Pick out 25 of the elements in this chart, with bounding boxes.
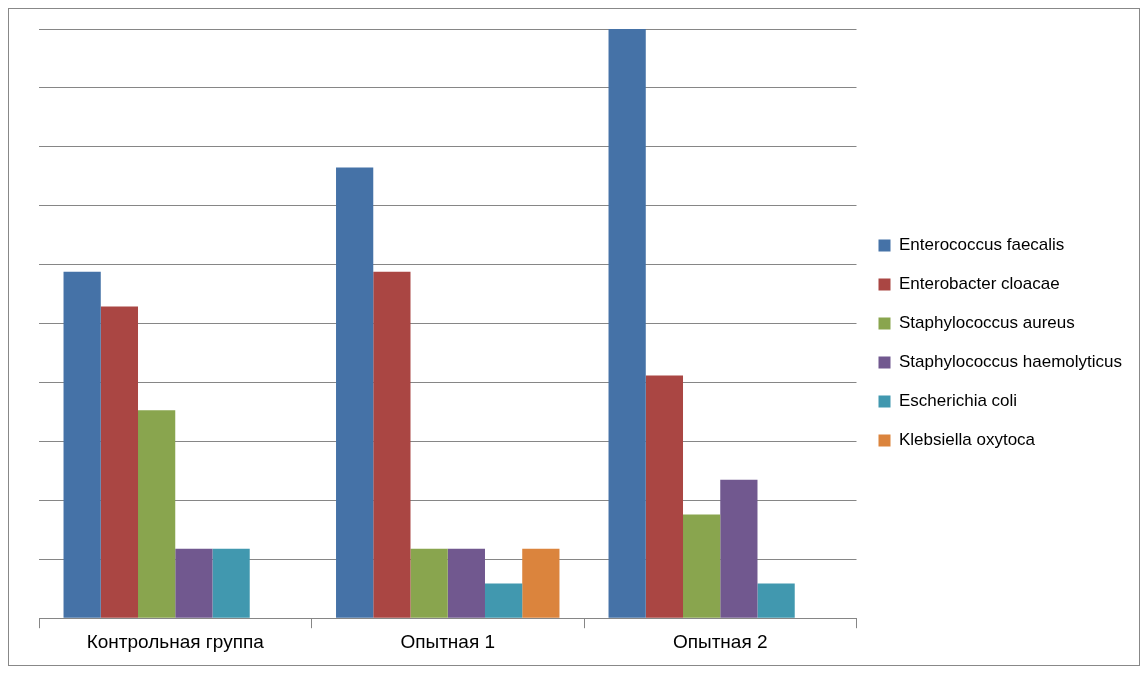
bar xyxy=(63,271,101,618)
legend-label: Escherichia coli xyxy=(899,391,1018,411)
x-tick-label: Опытная 1 xyxy=(400,630,496,652)
bar xyxy=(175,548,213,618)
legend-label: Enterobacter cloacae xyxy=(899,274,1060,294)
bar xyxy=(410,548,448,618)
bar xyxy=(212,548,250,618)
bar xyxy=(720,479,758,618)
bar xyxy=(336,167,374,618)
bar xyxy=(100,306,139,618)
legend-label: Staphylococcus haemolyticus xyxy=(899,352,1123,372)
bar xyxy=(522,548,560,618)
x-tick-label: Контрольная группа xyxy=(86,630,265,652)
bar xyxy=(683,514,721,618)
legend-label: Staphylococcus aureus xyxy=(899,313,1075,333)
bar xyxy=(608,29,646,618)
x-tick-label: Опытная 2 xyxy=(672,630,768,652)
bar xyxy=(373,271,411,618)
legend-label: Enterococcus faecalis xyxy=(899,235,1065,255)
bar xyxy=(757,583,795,618)
bar xyxy=(645,375,684,618)
bar xyxy=(484,583,523,618)
legend-label: Klebsiella oxytoca xyxy=(899,430,1036,450)
bar xyxy=(447,548,485,618)
bar xyxy=(138,410,176,618)
